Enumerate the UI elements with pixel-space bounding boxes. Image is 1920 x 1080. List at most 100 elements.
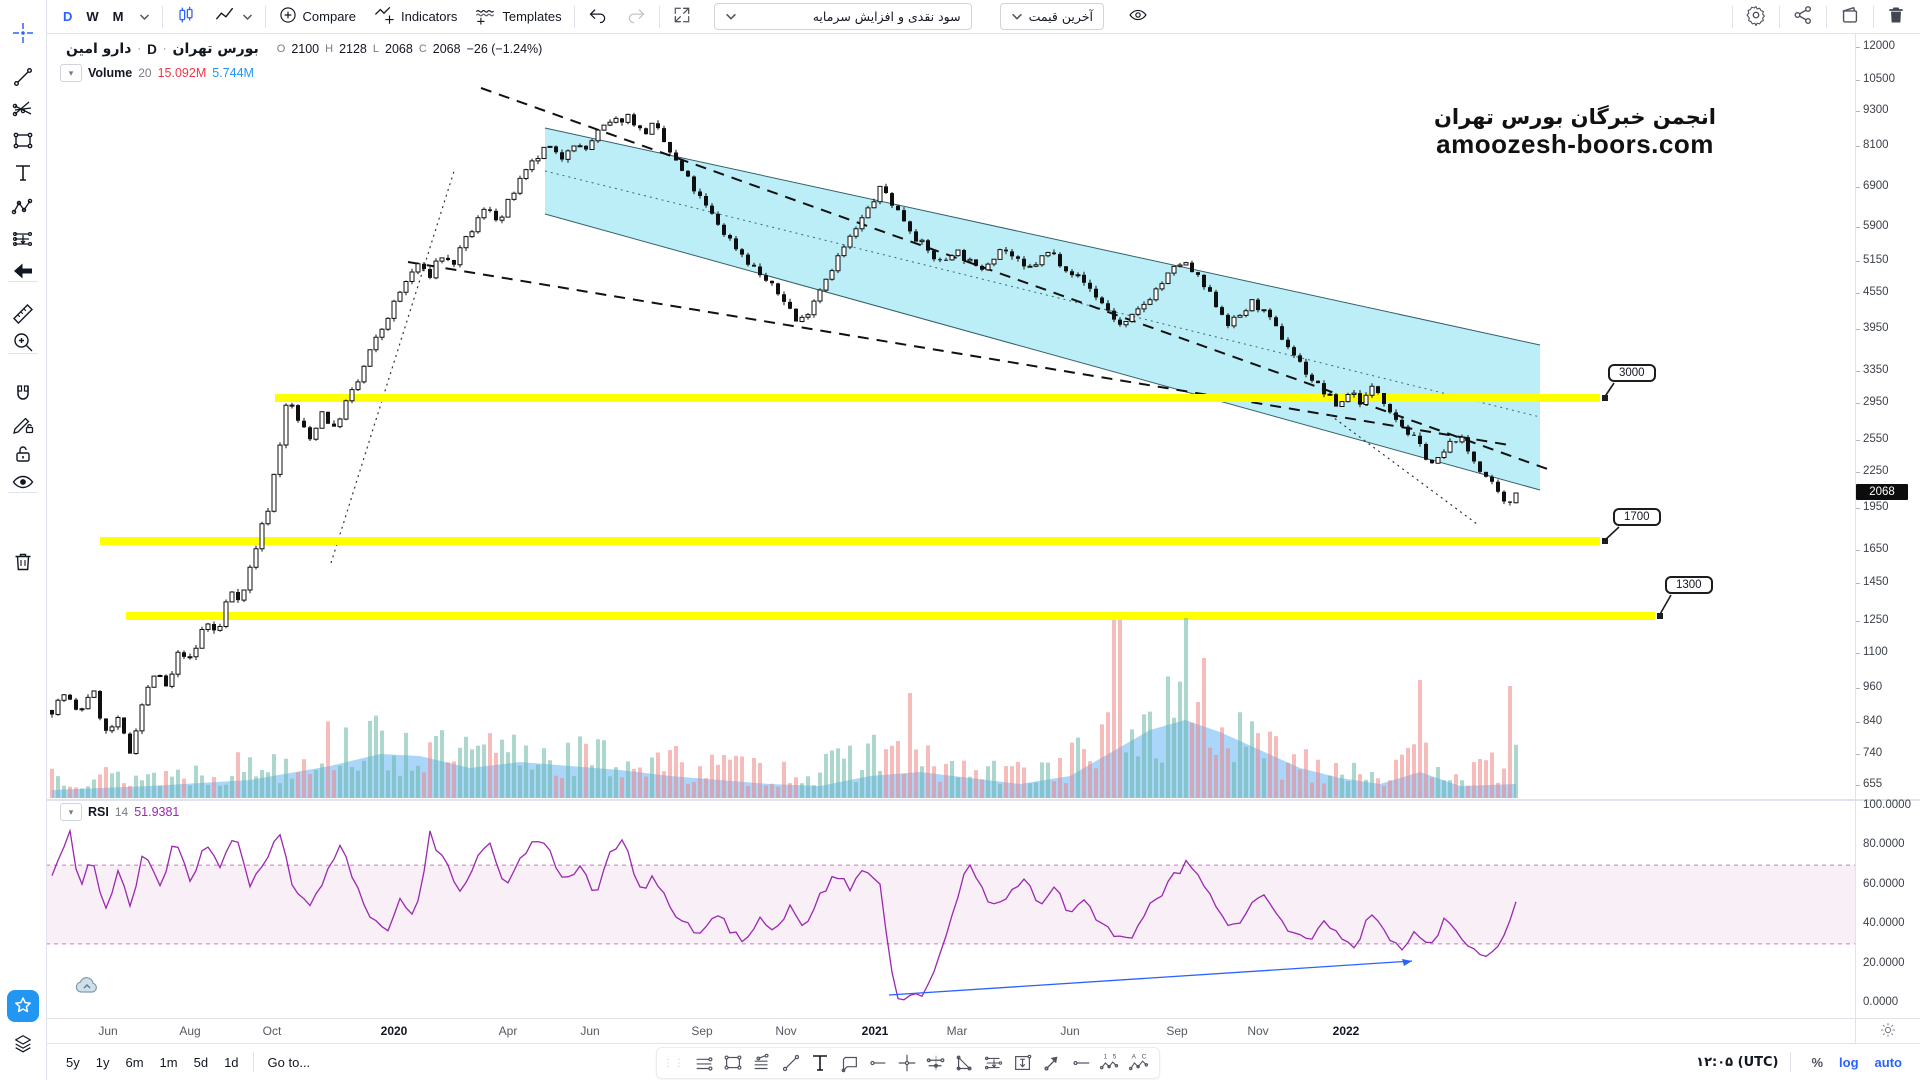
clock-utc[interactable]: ۱۲:۰۵ (UTC) [1696,1054,1779,1070]
time-axis[interactable]: Jun Aug Oct 2020 Apr Jun Sep Nov 2021 Mar Jun Sep No… [46,1018,1920,1044]
arrow-marker-tool[interactable] [5,254,41,288]
ray-tool-button[interactable] [1066,1050,1095,1076]
watchlist-eye-button[interactable] [1118,4,1158,30]
price-axis-tickmark [1855,292,1860,294]
rectangle-tool-button[interactable] [718,1050,747,1076]
shapes-rectangle-tool[interactable] [5,124,41,158]
level-callout-3000[interactable]: 3000 [1608,364,1656,382]
range-1y-button[interactable]: 1y [95,1054,110,1070]
text-tool-tool[interactable] [5,156,41,190]
price-axis-tick: 1100 [1863,646,1888,659]
zoom-in-tool[interactable] [5,325,41,359]
axis-corner[interactable] [1855,1018,1920,1044]
price-mode-dropdown-value: آخرین قیمت [1028,9,1093,24]
goto-date-button[interactable]: Go to... [267,1054,311,1070]
redo-button[interactable] [617,4,655,30]
trend-line-tool[interactable] [5,60,41,94]
svg-text:5: 5 [1112,1053,1116,1060]
horizontal-ray-tool-button[interactable] [863,1050,892,1076]
volume-length: 20 [138,66,152,80]
price-mode-dropdown[interactable]: آخرین قیمت [999,3,1104,30]
price-axis-tickmark [1855,111,1860,113]
favorites-star-button[interactable] [7,990,39,1022]
price-axis-tickmark [1855,261,1860,263]
crosshair-tool[interactable] [5,16,41,50]
price-axis-tickmark [1855,784,1860,786]
level-callout-1700[interactable]: 1700 [1613,508,1661,526]
drawing-pencil-tool[interactable] [5,407,41,441]
forecast-tool-tool-button[interactable] [979,1050,1008,1076]
aligned-lines-tool-button[interactable] [689,1050,718,1076]
time-axis-label: Jun [1060,1024,1080,1038]
delete-chart-button[interactable] [1878,4,1914,30]
price-chart-svg[interactable] [46,33,1920,1044]
compare-button[interactable]: Compare [270,4,364,30]
timeframe-weekly-button[interactable]: W [86,9,99,24]
lock-all-tool[interactable] [5,437,41,471]
volume-collapse-button[interactable]: ▾ [60,64,82,82]
open-label: O [276,43,286,55]
price-axis-tick: 1250 [1863,613,1889,626]
text-tool-tool-button[interactable] [805,1050,834,1076]
price-axis-tick: 2950 [1863,395,1889,408]
chart-type-line-button[interactable] [205,4,261,30]
settings-button[interactable] [1737,4,1775,30]
range-5d-button[interactable]: 5d [193,1054,209,1070]
object-tree-button[interactable] [5,1028,41,1062]
range-6m-button[interactable]: 6m [125,1054,144,1070]
rsi-legend[interactable]: ▾ RSI 14 51.9381 [60,803,179,821]
arrow-marker-tool-button[interactable] [1037,1050,1066,1076]
range-1d-button[interactable]: 1d [224,1054,239,1070]
time-axis-label: 2022 [1332,1024,1360,1038]
triangle-pattern-tool-button[interactable] [950,1050,979,1076]
remove-trash-tool[interactable] [5,545,41,579]
price-channel-tool-button[interactable] [921,1050,950,1076]
indicators-button[interactable]: Indicators [364,4,465,30]
timeframe-menu-button[interactable] [131,4,158,30]
toolbar-separator [161,5,163,28]
cross-line-tool-button[interactable] [892,1050,921,1076]
share-button[interactable] [1784,4,1822,30]
hide-all-eye-tool[interactable] [5,465,41,499]
cloud-icon[interactable] [74,974,100,999]
symbol-legend[interactable]: دارو امین · D · بورس تهران O 2100 H 2128… [66,41,542,57]
price-axis-tickmark [1855,583,1860,585]
adjustments-dropdown[interactable]: سود نقدی و افزایش سرمایه [713,3,972,30]
toolbar-separator [573,5,575,28]
gann-tools-tool[interactable] [5,92,41,126]
toolbar-separator [252,1052,254,1072]
fullscreen-button[interactable] [664,4,700,30]
percent-scale-button[interactable]: % [1811,1054,1824,1070]
chart-type-candles-button[interactable] [167,4,205,30]
undo-button[interactable] [579,4,617,30]
chart-canvas[interactable]: 3000 1700 1300 دارو امین · D · بورس تهران … [46,33,1920,1044]
range-5y-button[interactable]: 5y [66,1054,80,1070]
parallel-lines-tool-button[interactable] [747,1050,776,1076]
price-axis-tickmark [1855,653,1860,655]
date-price-range-tool-button[interactable] [1008,1050,1037,1076]
level-callout-1300[interactable]: 1300 [1665,576,1713,594]
volume-legend[interactable]: ▾ Volume 20 15.092M 5.744M [60,64,254,82]
log-scale-button[interactable]: log [1839,1054,1859,1070]
forecast-tool-tool[interactable] [5,222,41,256]
time-axis-label: Jun [98,1024,118,1038]
callout-tool-button[interactable] [834,1050,863,1076]
rsi-axis-tick: 20.0000 [1863,956,1905,969]
range-1m-button[interactable]: 1m [159,1054,178,1070]
magnet-tool[interactable] [5,377,41,411]
rail-divider [8,492,38,493]
xabcd-pattern-tool[interactable] [5,190,41,224]
ruler-tool[interactable] [5,297,41,331]
templates-button[interactable]: Templates [465,4,569,30]
timeframe-daily-button[interactable]: D [63,9,73,24]
snapshot-button[interactable] [1831,4,1869,30]
drag-handle-icon[interactable]: ⋮⋮ [663,1057,685,1069]
legend-separator-dot: · [137,43,142,55]
timeframe-monthly-button[interactable]: M [112,9,124,24]
auto-scale-button[interactable]: auto [1874,1054,1902,1070]
trend-line-tool-button[interactable] [776,1050,805,1076]
rsi-collapse-button[interactable]: ▾ [60,803,82,821]
rsi-axis-tick: 80.0000 [1863,838,1905,851]
